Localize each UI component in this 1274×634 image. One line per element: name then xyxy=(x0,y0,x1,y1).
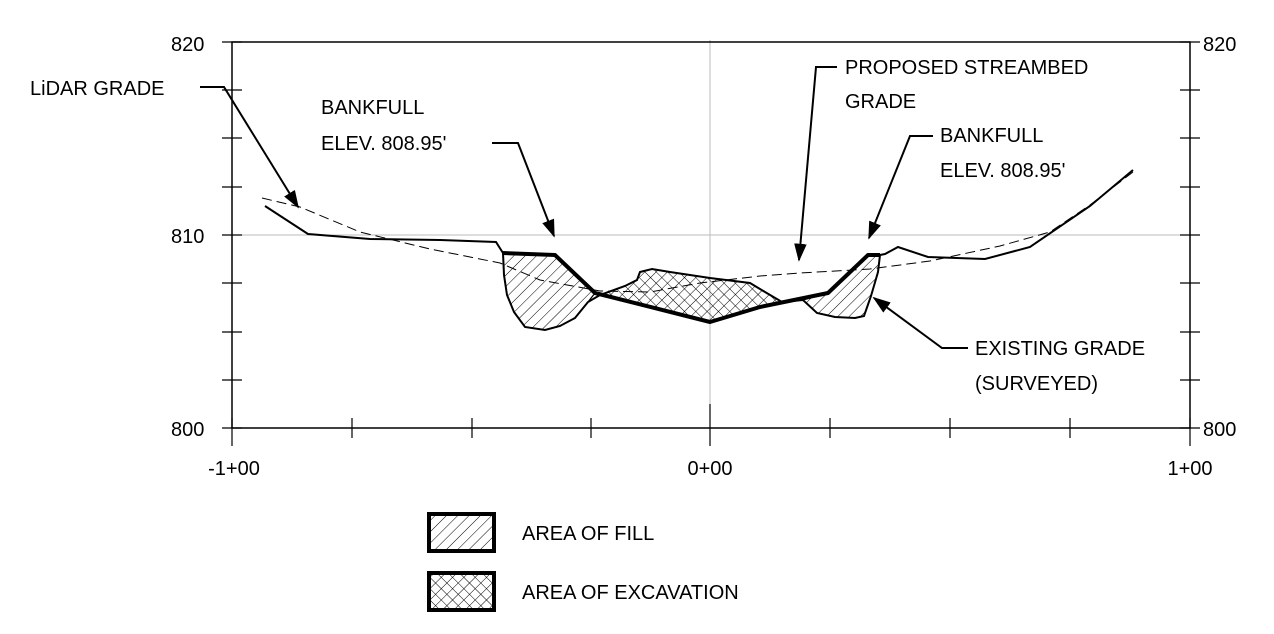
excavation-area xyxy=(597,268,784,323)
legend-excavation-label: AREA OF EXCAVATION xyxy=(522,582,739,604)
callout-proposed-line1: PROPOSED STREAMBED xyxy=(845,57,1088,79)
x-tick-label-minus-100: -1+00 xyxy=(208,458,260,480)
bottom-axis-ticks xyxy=(231,404,1191,446)
fill-area-right xyxy=(801,254,881,319)
callout-bankfull-right-line2: ELEV. 808.95' xyxy=(940,160,1065,182)
callout-existing-line2: (SURVEYED) xyxy=(975,373,1098,395)
y-tick-label-810: 810 xyxy=(171,226,204,248)
leader-lidar-grade xyxy=(200,86,299,209)
proposed-grade-line xyxy=(502,251,880,324)
leader-bankfull-left xyxy=(492,142,555,238)
callout-proposed-line2: GRADE xyxy=(845,91,916,113)
legend-excavation-swatch xyxy=(427,571,496,612)
callout-lidar-grade: LiDAR GRADE xyxy=(30,78,164,100)
legend-fill-label: AREA OF FILL xyxy=(522,523,654,545)
callout-bankfull-left-line1: BANKFULL xyxy=(321,97,424,119)
fill-area-left xyxy=(502,252,596,331)
legend-fill-swatch xyxy=(427,512,496,553)
x-tick-label-000: 0+00 xyxy=(687,458,732,480)
leader-proposed-grade xyxy=(794,66,837,262)
callout-bankfull-left-line2: ELEV. 808.95' xyxy=(321,133,446,155)
callout-existing-line1: EXISTING GRADE xyxy=(975,338,1145,360)
right-axis-ticks xyxy=(1180,41,1200,429)
leader-existing-grade xyxy=(872,296,968,349)
y-right-tick-label-800: 800 xyxy=(1203,419,1236,441)
lidar-grade-line xyxy=(261,171,1134,293)
x-tick-label-plus-100: 1+00 xyxy=(1167,458,1212,480)
y-tick-label-820: 820 xyxy=(171,34,204,56)
callout-bankfull-right-line1: BANKFULL xyxy=(940,125,1043,147)
y-tick-label-800: 800 xyxy=(171,419,204,441)
leader-bankfull-right xyxy=(868,135,933,240)
existing-grade-line xyxy=(264,169,1134,332)
y-right-tick-label-820: 820 xyxy=(1203,34,1236,56)
